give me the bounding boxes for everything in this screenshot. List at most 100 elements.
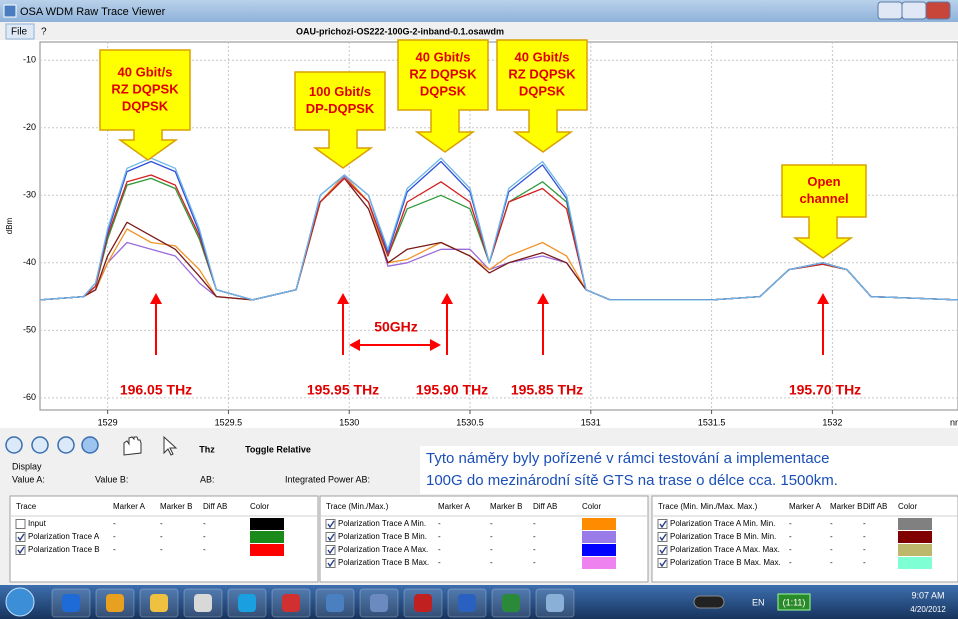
zoom-icon[interactable] (32, 437, 48, 453)
zoom-icon[interactable] (82, 437, 98, 453)
app-glyph (502, 594, 520, 612)
checkbox[interactable] (16, 520, 25, 529)
table-header: Diff AB (533, 502, 557, 511)
app-glyph (370, 594, 388, 612)
app-glyph (546, 594, 564, 612)
table-cell: - (160, 545, 163, 554)
table-header: Trace (Min./Max.) (326, 502, 389, 511)
table-header: Diff AB (863, 502, 887, 511)
display-field: AB: (200, 474, 215, 484)
callout-text: 40 Gbit/s (515, 49, 570, 64)
table-header: Color (582, 502, 601, 511)
frequency-label: 195.90 THz (416, 382, 488, 398)
table-header: Marker A (789, 502, 822, 511)
table-cell: - (203, 545, 206, 554)
window-button[interactable] (926, 2, 950, 19)
table-cell: - (490, 532, 493, 541)
table-header: Marker B (160, 502, 192, 511)
table-cell: - (490, 558, 493, 567)
callout-text: 100 Gbit/s (309, 84, 371, 99)
table-cell: Polarization Trace B Max. (338, 558, 429, 567)
callout-text: 40 Gbit/s (416, 49, 471, 64)
color-swatch[interactable] (582, 531, 616, 543)
table-cell: Polarization Trace B Max. Max. (670, 558, 781, 567)
menu-item[interactable]: ? (41, 27, 47, 38)
x-axis-label: nm (950, 417, 958, 427)
screen: OSA WDM Raw Trace Viewer File? OAU-prichoz… (0, 0, 958, 619)
note-text: Tyto náměry byly pořízené v rámci testov… (426, 450, 830, 467)
table-header: Marker A (438, 502, 471, 511)
color-swatch[interactable] (898, 557, 932, 569)
app-glyph (282, 594, 300, 612)
menu-item[interactable]: File (11, 27, 28, 38)
app-glyph (414, 594, 432, 612)
color-swatch[interactable] (250, 531, 284, 543)
app-glyph (326, 594, 344, 612)
app-glyph (150, 594, 168, 612)
callout-text: DQPSK (122, 98, 169, 113)
display-field: Value A: (12, 474, 45, 484)
start-button[interactable] (6, 588, 34, 616)
table-cell: - (113, 545, 116, 554)
window-title: OSA WDM Raw Trace Viewer (20, 6, 166, 18)
x-tick-label: 1531.5 (698, 417, 726, 427)
table-header: Marker A (113, 502, 146, 511)
table-cell: - (533, 545, 536, 554)
y-tick-label: -20 (23, 122, 36, 132)
frequency-label: 196.05 THz (120, 382, 192, 398)
table-cell: - (789, 532, 792, 541)
y-tick-label: -40 (23, 257, 36, 267)
table-cell: - (533, 519, 536, 528)
x-tick-label: 1531 (581, 417, 601, 427)
y-tick-label: -50 (23, 325, 36, 335)
table-cell: - (789, 545, 792, 554)
table-header: Marker B (490, 502, 522, 511)
table-cell: Polarization Trace A (28, 532, 100, 541)
toolbar-button[interactable]: Thz (199, 444, 215, 454)
table-cell: - (863, 545, 866, 554)
color-swatch[interactable] (582, 518, 616, 530)
table-cell: - (490, 545, 493, 554)
app-glyph (194, 594, 212, 612)
table-cell: Polarization Trace A Min. Min. (670, 519, 775, 528)
y-tick-label: -30 (23, 190, 36, 200)
file-name: OAU-prichozi-OS222-100G-2-inband-0.1.osa… (296, 26, 504, 36)
tray-date: 4/20/2012 (910, 605, 946, 614)
window-button[interactable] (902, 2, 926, 19)
color-swatch[interactable] (898, 518, 932, 530)
zoom-icon[interactable] (58, 437, 74, 453)
table-cell: - (863, 519, 866, 528)
display-title: Display (12, 461, 42, 471)
x-tick-label: 1529 (98, 417, 118, 427)
table-cell: Input (28, 519, 47, 528)
tray-battery: (1:11) (783, 597, 806, 607)
tray-time: 9:07 AM (911, 590, 944, 600)
table-cell: - (830, 545, 833, 554)
table-cell: - (438, 545, 441, 554)
callout-text: RZ DQPSK (111, 81, 179, 96)
table-cell: - (863, 532, 866, 541)
color-swatch[interactable] (898, 531, 932, 543)
color-swatch[interactable] (582, 557, 616, 569)
color-swatch[interactable] (250, 544, 284, 556)
color-swatch[interactable] (582, 544, 616, 556)
table-cell: - (789, 558, 792, 567)
frequency-label: 195.95 THz (307, 382, 379, 398)
window-button[interactable] (878, 2, 902, 19)
x-tick-label: 1530.5 (456, 417, 484, 427)
callout-text: RZ DQPSK (409, 66, 477, 81)
table-cell: - (438, 558, 441, 567)
color-swatch[interactable] (898, 544, 932, 556)
table-cell: - (533, 532, 536, 541)
color-swatch[interactable] (250, 518, 284, 530)
table-cell: Polarization Trace B Min. Min. (670, 532, 776, 541)
frequency-label: 195.70 THz (789, 382, 861, 398)
app-glyph (458, 594, 476, 612)
table-cell: - (203, 532, 206, 541)
zoom-icon[interactable] (6, 437, 22, 453)
y-axis-label: dBm (5, 217, 14, 234)
callout-text: channel (799, 191, 848, 206)
callout-text: RZ DQPSK (508, 66, 576, 81)
toolbar-button[interactable]: Toggle Relative (245, 444, 311, 454)
callout-text: DQPSK (420, 83, 467, 98)
